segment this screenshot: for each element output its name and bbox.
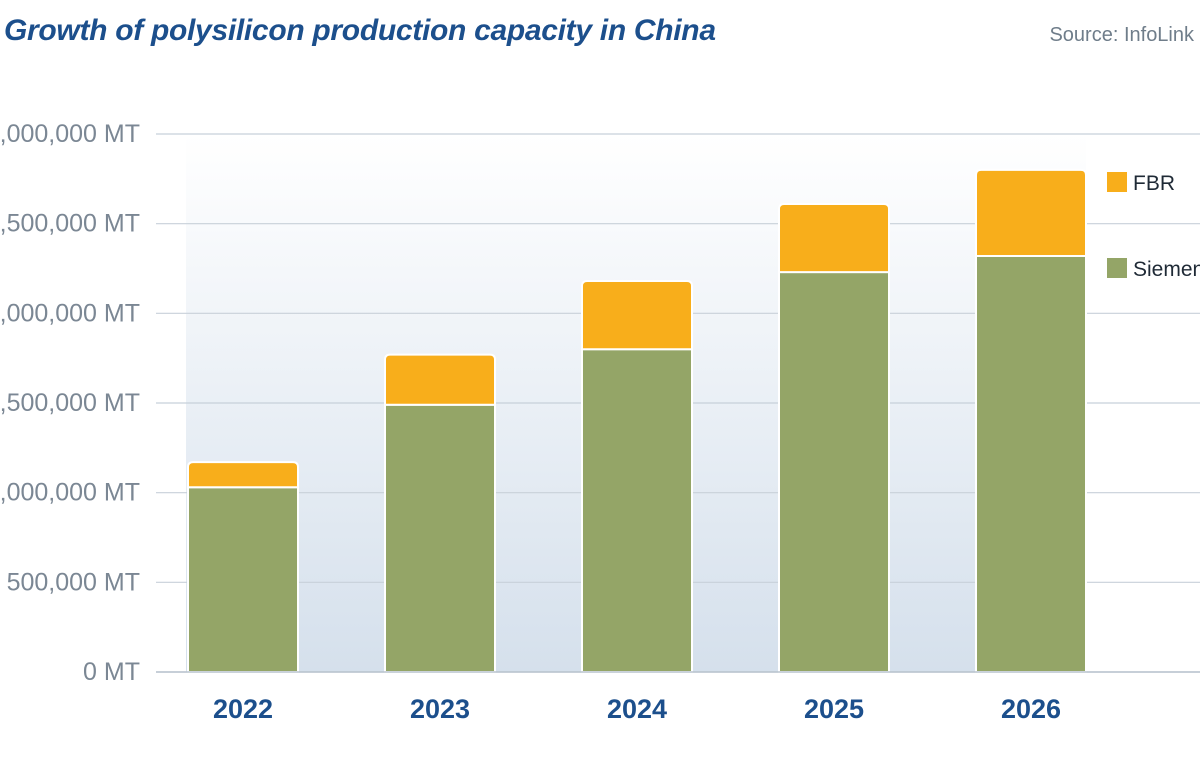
bar-fbr-2025 (778, 202, 890, 274)
legend: FBR Siemens (1107, 172, 1200, 281)
chart-title: Growth of polysilicon production capacit… (4, 14, 716, 47)
bar-siemens-2026 (975, 254, 1087, 674)
bar-siemens-2023 (384, 403, 496, 673)
x-tick-label-2024: 2024 (607, 694, 667, 724)
x-tick-label-2026: 2026 (1001, 694, 1061, 724)
bar-siemens-2022 (187, 486, 299, 673)
bar-siemens-2024 (581, 348, 693, 673)
y-axis: 0 MT 500,000 MT 1,000,000 MT 1,500,000 MT 2,… (0, 120, 140, 686)
bar-fbr-2023 (384, 353, 496, 406)
y-tick-label: 500,000 MT (7, 568, 140, 596)
bar-fbr-2024 (581, 280, 693, 351)
y-tick-label: 0 MT (83, 658, 140, 686)
y-tick-label: 2,500,000 MT (0, 210, 140, 238)
legend-swatch-siemens (1107, 258, 1127, 278)
x-axis: 2022 2023 2024 2025 2026 (156, 671, 1200, 724)
legend-label-fbr: FBR (1133, 172, 1175, 195)
x-tick-label-2022: 2022 (213, 694, 273, 724)
y-tick-label: 2,000,000 MT (0, 299, 140, 327)
y-tick-label: 1,500,000 MT (0, 389, 140, 417)
source-label: Source: InfoLink (1049, 24, 1194, 46)
bar-fbr-2026 (975, 168, 1087, 257)
y-tick-label: 3,000,000 MT (0, 120, 140, 148)
x-tick-label-2023: 2023 (410, 694, 470, 724)
bars (187, 168, 1087, 674)
legend-label-siemens: Siemens (1133, 258, 1200, 281)
y-tick-label: 1,000,000 MT (0, 479, 140, 507)
bar-siemens-2025 (778, 271, 890, 673)
bar-fbr-2022 (187, 461, 299, 489)
legend-swatch-fbr (1107, 172, 1127, 192)
x-tick-label-2025: 2025 (804, 694, 864, 724)
